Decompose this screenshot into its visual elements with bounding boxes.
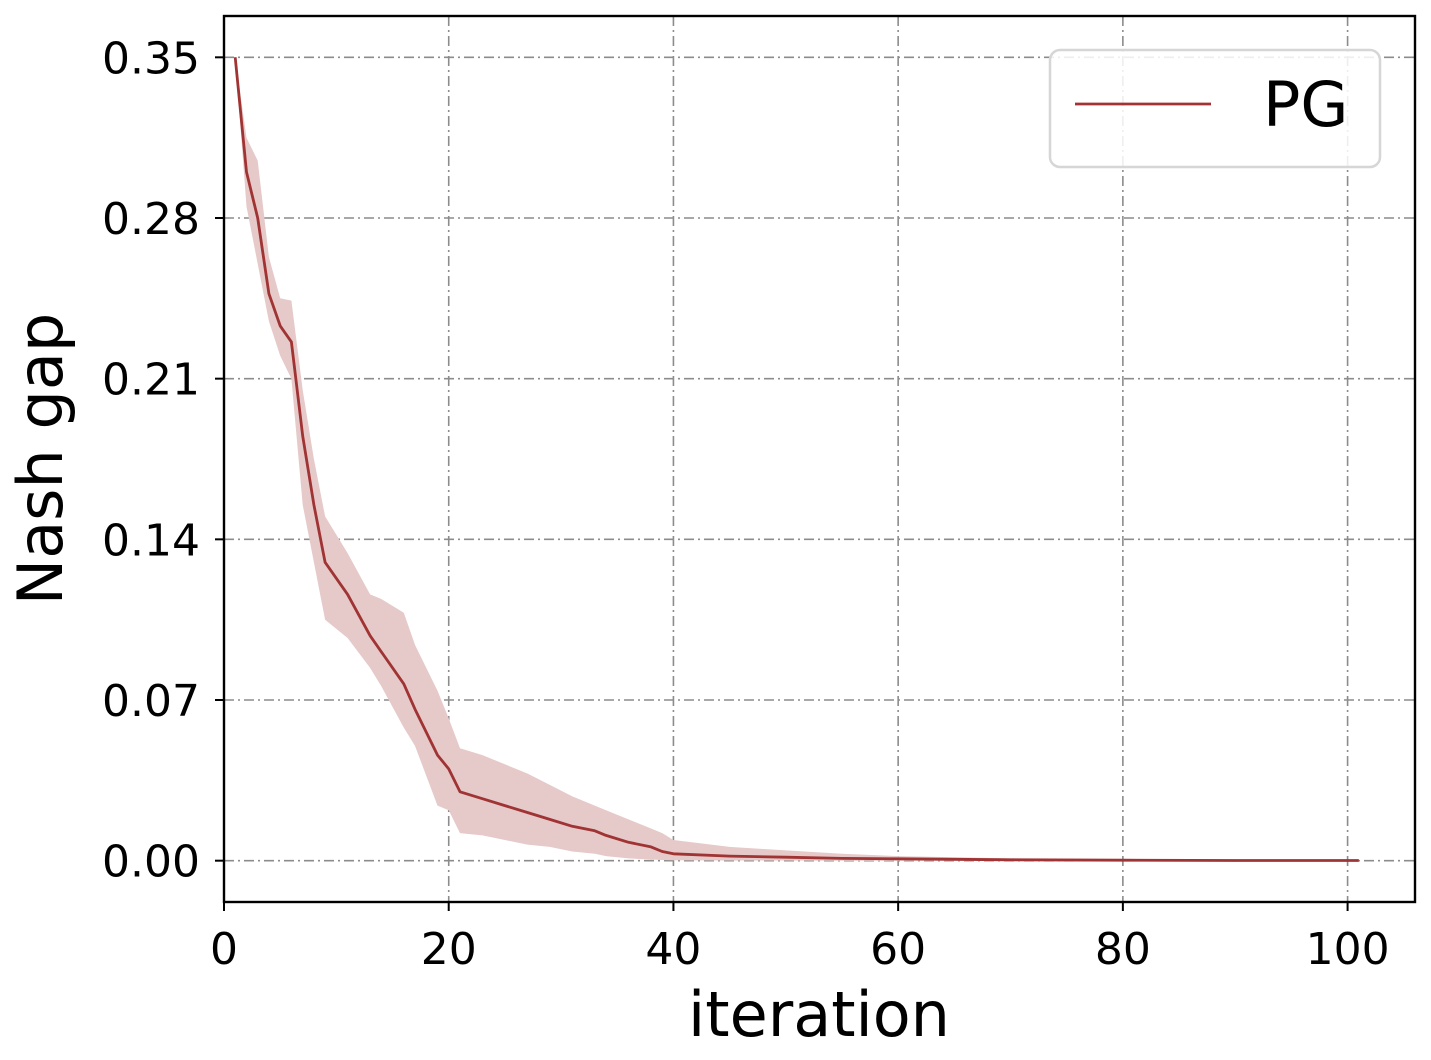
x-tick-label-0: 0 <box>210 924 238 975</box>
grid <box>223 16 1415 902</box>
y-tick-label-1: 0.07 <box>102 676 200 727</box>
y-tick-label-0: 0.00 <box>102 837 200 888</box>
x-tick-label-5: 100 <box>1306 924 1390 975</box>
plot-frame <box>222 14 1417 904</box>
series-line-0 <box>233 57 1359 862</box>
legend-label-pg: PG <box>1263 68 1348 141</box>
legend: PG <box>1048 48 1382 169</box>
x-axis-ticks: 0 20 40 60 80 100 <box>210 902 1390 975</box>
y-axis-ticks: 0.00 0.07 0.14 0.21 0.28 0.35 <box>102 33 224 888</box>
y-tick-label-4: 0.28 <box>102 194 200 245</box>
x-tick-label-3: 60 <box>870 924 926 975</box>
y-tick-label-2: 0.14 <box>102 515 200 566</box>
x-tick-label-4: 80 <box>1095 924 1151 975</box>
series-line-layer <box>233 57 1359 862</box>
x-axis-label: iteration <box>688 978 950 1051</box>
legend-box <box>1048 48 1382 169</box>
confidence-band-layer <box>235 57 1359 861</box>
x-tick-label-2: 40 <box>645 924 701 975</box>
confidence-band-0 <box>235 57 1359 861</box>
x-tick-label-1: 20 <box>421 924 477 975</box>
y-axis-label: Nash gap <box>4 313 77 605</box>
y-tick-label-3: 0.21 <box>102 355 200 406</box>
y-tick-label-5: 0.35 <box>102 33 200 84</box>
